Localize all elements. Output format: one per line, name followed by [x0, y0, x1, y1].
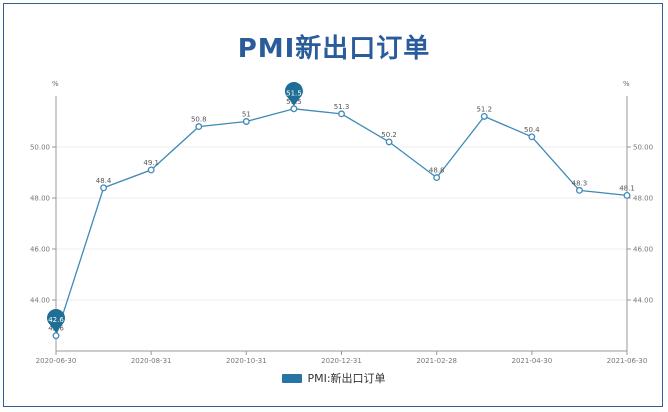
data-point[interactable]: [385, 138, 393, 146]
data-label: 51: [242, 111, 251, 119]
chart-title: PMI新出口订单: [237, 34, 431, 64]
y-tick-labels: 44.00 44.00 46.00 46.00 48.00 48.00 50.00 50.00: [30, 144, 653, 305]
data-label: 50.8: [191, 116, 207, 124]
y-tick-label-right: 48.00: [633, 195, 653, 203]
y-tick-label-right: 46.00: [633, 246, 653, 254]
data-label: 48.4: [96, 177, 112, 185]
legend-swatch: [282, 373, 303, 383]
x-tick-labels: 2020-06-30 2020-08-31 2020-10-31 2020-12-31…: [36, 357, 648, 365]
x-tick-label: 2021-06-30: [607, 357, 648, 365]
y-axis-unit-left: %: [52, 80, 59, 88]
data-label: 51.2: [476, 105, 492, 113]
data-labels: 42.648.449.150.85151.551.350.248.851.250…: [48, 98, 635, 333]
data-point[interactable]: [623, 191, 631, 199]
x-tick-label: 2020-06-30: [36, 357, 77, 365]
data-point[interactable]: [338, 110, 345, 118]
y-tick-label-left: 46.00: [30, 246, 50, 254]
y-tick-label-right: 44.00: [633, 297, 653, 305]
data-point[interactable]: [147, 166, 155, 174]
series-line: [55, 108, 628, 336]
x-tick-label: 2020-12-31: [321, 357, 362, 365]
data-point[interactable]: [52, 332, 60, 340]
max-marker: [284, 82, 303, 106]
extreme-markers: 51.5 42.6: [47, 82, 303, 333]
grid-lines: [56, 146, 627, 301]
y-axis-unit-right: %: [623, 80, 630, 88]
legend[interactable]: PMI:新出口订单: [0, 370, 668, 386]
min-marker: [47, 308, 66, 333]
data-points: [52, 105, 631, 340]
x-tick-label: 2020-08-31: [131, 357, 172, 365]
chart-frame: [3, 3, 663, 407]
data-label: 51.3: [334, 103, 350, 111]
data-label: 48.3: [572, 179, 588, 187]
data-label: 48.1: [619, 184, 635, 192]
axes: [52, 96, 631, 355]
legend-label: PMI:新出口订单: [307, 372, 386, 385]
data-point[interactable]: [290, 105, 298, 113]
y-tick-label-left: 44.00: [30, 297, 50, 305]
data-point[interactable]: [195, 123, 203, 131]
data-label: 49.1: [143, 159, 159, 167]
data-point[interactable]: [575, 186, 583, 194]
data-point[interactable]: [528, 133, 536, 141]
min-marker-label: 42.6: [48, 316, 64, 324]
data-label: 50.4: [524, 126, 540, 134]
data-point[interactable]: [433, 174, 441, 182]
x-tick-label: 2021-04-30: [511, 357, 552, 365]
x-tick-label: 2020-10-31: [226, 357, 267, 365]
y-tick-label-left: 48.00: [30, 195, 50, 203]
y-tick-label-left: 50.00: [30, 144, 50, 152]
data-label: 50.2: [381, 131, 397, 139]
data-label: 48.8: [429, 167, 445, 175]
data-point[interactable]: [100, 184, 108, 192]
y-tick-label-right: 50.00: [633, 144, 653, 152]
x-tick-label: 2021-02-28: [416, 357, 457, 365]
data-point[interactable]: [480, 112, 488, 120]
data-point[interactable]: [242, 118, 250, 125]
max-marker-label: 51.5: [286, 89, 302, 97]
